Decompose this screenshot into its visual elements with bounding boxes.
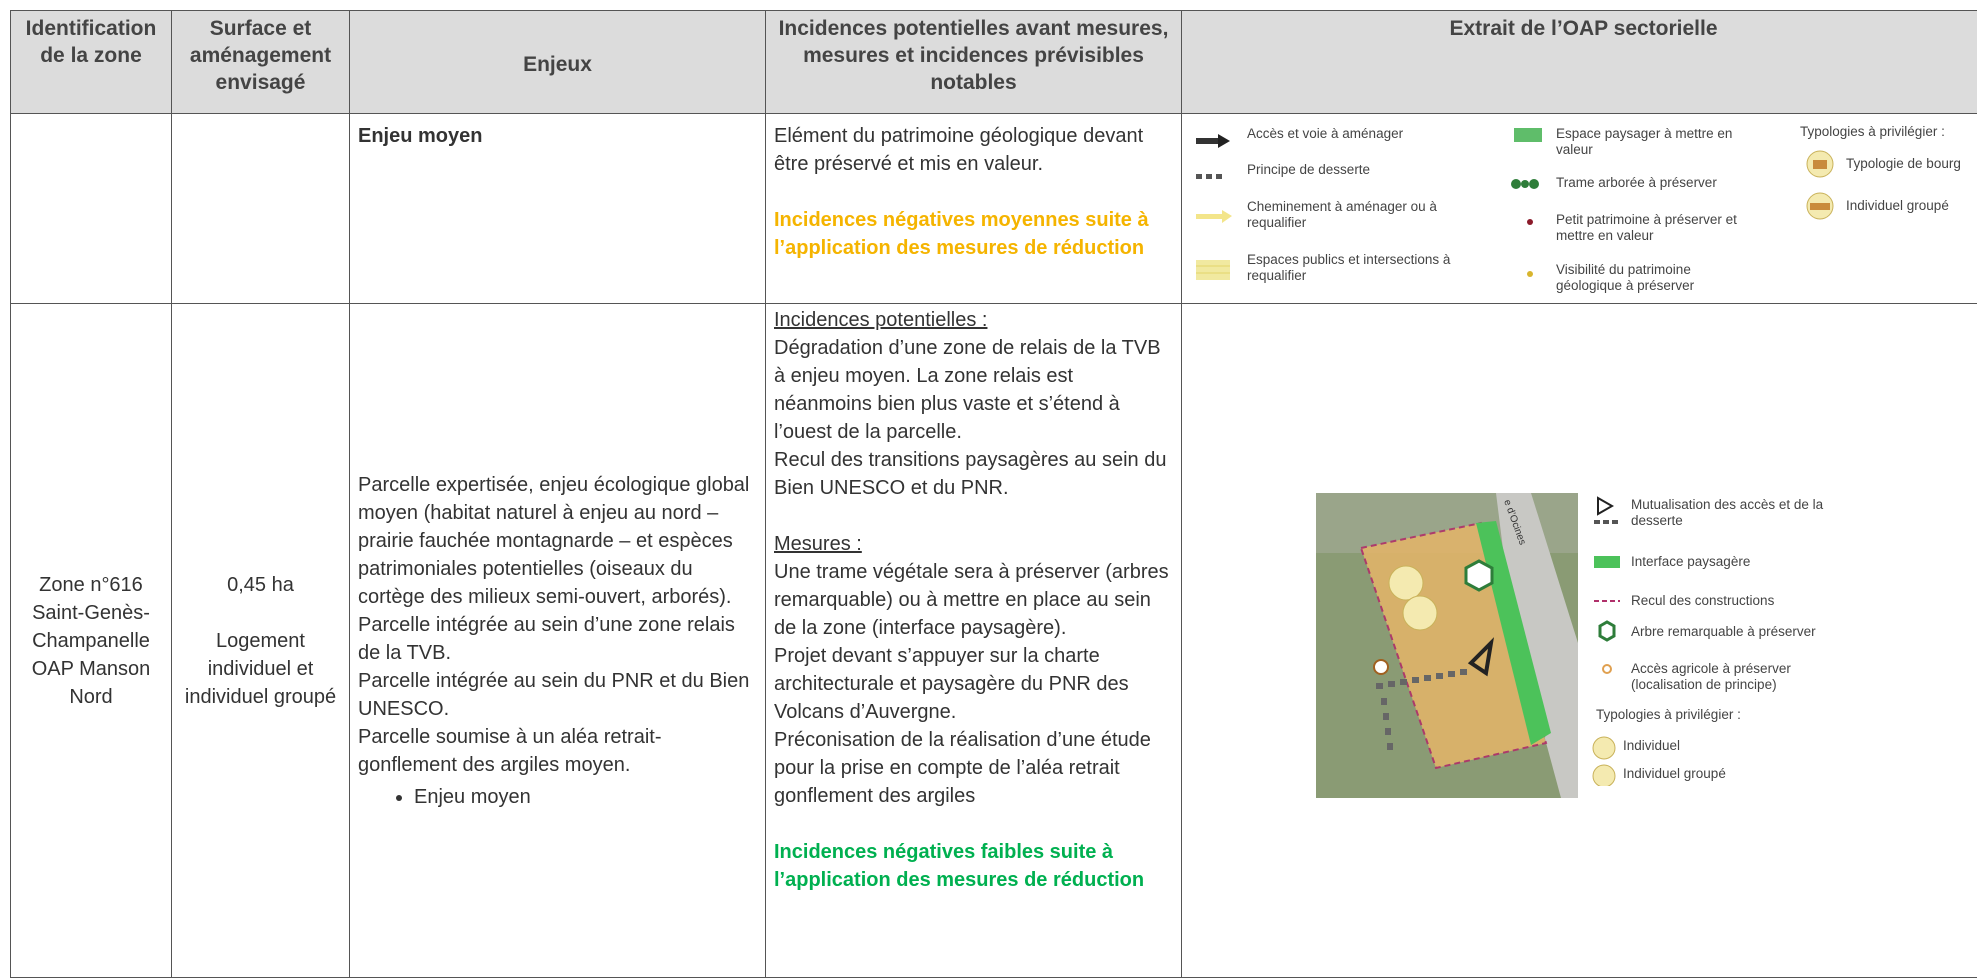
legend-label: Typologie de bourg xyxy=(1846,156,1961,171)
legend-label: Cheminement à aménager ou à requalifier xyxy=(1247,199,1437,230)
header: Incidences potentielles avant mesures, m… xyxy=(765,10,1182,114)
header: Extrait de l’OAP sectorielle xyxy=(1181,10,1977,114)
map: e d’Ocines xyxy=(1316,493,1578,798)
row: Enjeu moyen Elément du patrimoine géolog… xyxy=(10,113,1977,304)
legend-label: Individuel groupé xyxy=(1846,198,1949,213)
incidence: Dégradation d’une zone de relais de la T… xyxy=(774,337,1161,443)
heading: Mesures : xyxy=(774,533,862,555)
legend-label: Petit patrimoine à préserver et mettre e… xyxy=(1556,212,1737,243)
cell: Incidences potentielles : Dégradation d’… xyxy=(765,303,1182,978)
header-row: Identification de la zone Surface et amé… xyxy=(10,10,1977,114)
legend-label: Typologies à privilégier : xyxy=(1800,124,1945,139)
legend-label: Arbre remarquable à préserver xyxy=(1631,624,1816,639)
legend-label: Interface paysagère xyxy=(1631,554,1751,569)
header: Identification de la zone xyxy=(10,10,172,114)
enjeux: Parcelle intégrée au sein d’une zone rel… xyxy=(358,613,735,664)
legend-icons xyxy=(1511,128,1542,277)
surface: 0,45 ha xyxy=(227,573,294,596)
cell: 0,45 ha Logement individuel et individue… xyxy=(171,303,350,978)
cell: Zone n°616 Saint-Genès-Champanelle OAP M… xyxy=(10,303,172,978)
cell: Elément du patrimoine géologique devant … xyxy=(765,113,1182,304)
mesure: Une trame végétale sera à préserver (arb… xyxy=(774,561,1169,639)
cell xyxy=(171,113,350,304)
legend-label: Visibilité du patrimoine géologique à pr… xyxy=(1556,262,1695,293)
legend: Accès et voie à aménager Principe de des… xyxy=(1182,114,1977,303)
cell: Parcelle expertisée, enjeu écologique gl… xyxy=(349,303,766,978)
map-extract: e d’Ocines Mutualisation des accès et de… xyxy=(1182,304,1977,977)
conclusion: Incidences négatives moyennes suite à l’… xyxy=(774,209,1149,259)
legend-label: Espace paysager à mettre en valeur xyxy=(1556,126,1733,157)
amenagement: Logement individuel et individuel groupé xyxy=(184,629,337,708)
legend-label: Recul des constructions xyxy=(1631,593,1775,608)
cell xyxy=(10,113,172,304)
cell: Enjeu moyen xyxy=(349,113,766,304)
zone: Zone n°616 Saint-Genès-Champanelle OAP M… xyxy=(31,573,151,708)
table: Identification de la zone Surface et amé… xyxy=(10,10,1977,978)
header: Enjeux xyxy=(349,10,766,114)
legend-label: Accès agricole à préserver (localisation… xyxy=(1631,661,1791,692)
legend-label: Trame arborée à préserver xyxy=(1556,175,1717,190)
mesure: Projet devant s’appuyer sur la charte ar… xyxy=(774,645,1129,723)
enjeux: Parcelle soumise à un aléa retrait-gonfl… xyxy=(358,725,662,776)
legend-label: Individuel groupé xyxy=(1623,766,1726,781)
legend-label: Espaces publics et intersections à requa… xyxy=(1247,252,1451,283)
incidence: Recul des transitions paysagères au sein… xyxy=(774,449,1167,499)
legend-icons xyxy=(1806,150,1834,220)
cell: e d’Ocines Mutualisation des accès et de… xyxy=(1181,303,1977,978)
legend-label: Accès et voie à aménager xyxy=(1247,126,1404,141)
legend-icons xyxy=(1196,134,1232,280)
heading: Incidences potentielles : xyxy=(774,309,988,331)
legend-label: Principe de desserte xyxy=(1247,162,1371,177)
enjeux: Parcelle expertisée, enjeu écologique gl… xyxy=(358,473,750,608)
mesure: Préconisation de la réalisation d’une ét… xyxy=(774,729,1151,807)
legend-label: Typologies à privilégier : xyxy=(1596,707,1741,722)
legend-label: Mutualisation des accès et de la dessert… xyxy=(1631,497,1824,528)
bullet: Enjeu moyen xyxy=(414,783,757,811)
cell: Accès et voie à aménager Principe de des… xyxy=(1181,113,1977,304)
legend-label: Individuel xyxy=(1623,738,1681,753)
legend-icons xyxy=(1592,496,1620,786)
header: Surface et aménagement envisagé xyxy=(171,10,350,114)
enjeux: Parcelle intégrée au sein du PNR et du B… xyxy=(358,669,750,720)
row: Zone n°616 Saint-Genès-Champanelle OAP M… xyxy=(10,303,1977,978)
conclusion: Incidences négatives faibles suite à l’a… xyxy=(774,841,1145,891)
incidence: Elément du patrimoine géologique devant … xyxy=(774,125,1144,175)
enjeux: Enjeu moyen xyxy=(358,125,483,147)
